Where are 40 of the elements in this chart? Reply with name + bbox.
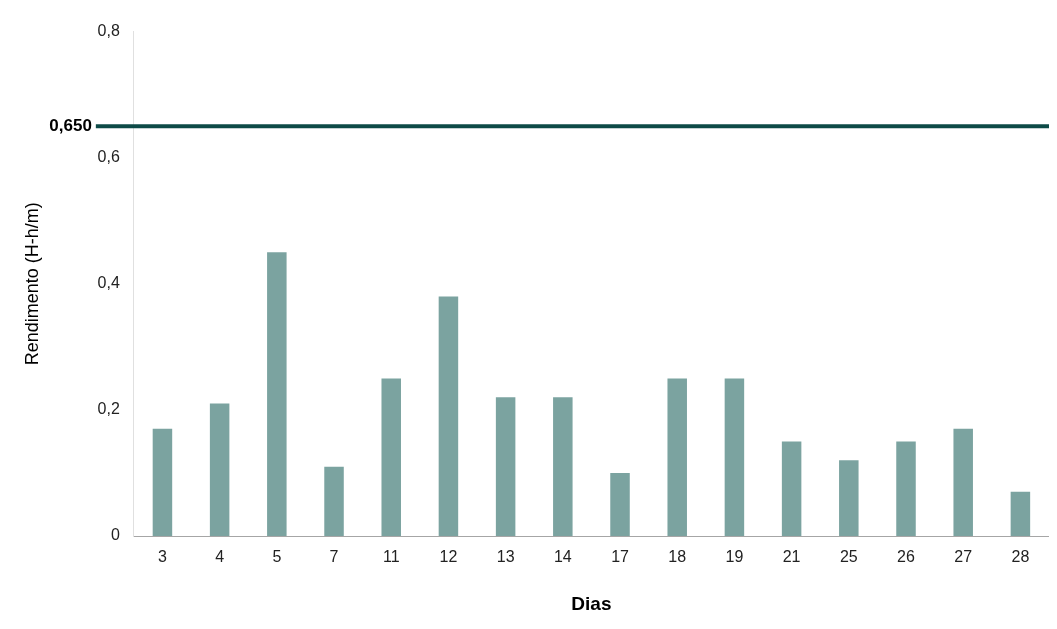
x-tick-label: 28 xyxy=(1011,548,1030,566)
bar xyxy=(1010,491,1031,536)
y-tick-label: 0,8 xyxy=(97,22,120,40)
x-tick-label: 3 xyxy=(157,548,167,566)
bar xyxy=(209,403,230,536)
bar xyxy=(953,428,973,536)
y-tick-label: 0,4 xyxy=(97,274,120,292)
bar xyxy=(610,472,630,536)
bar xyxy=(495,397,516,536)
bar xyxy=(553,397,573,536)
x-tick-label: 25 xyxy=(839,548,858,566)
bar xyxy=(839,460,859,536)
bar xyxy=(324,466,344,536)
x-tick-label: 18 xyxy=(668,548,687,566)
y-axis-title: Rendimento (H-h/m) xyxy=(21,202,42,366)
bar xyxy=(438,296,459,536)
bar xyxy=(667,378,687,536)
x-axis-title: Dias xyxy=(571,592,612,614)
bar xyxy=(781,441,802,536)
y-tick-label: 0,6 xyxy=(97,148,120,166)
x-tick-label: 7 xyxy=(329,548,339,566)
bar xyxy=(152,428,173,536)
x-tick-label: 17 xyxy=(611,548,630,566)
bar xyxy=(896,441,916,536)
x-tick-label: 13 xyxy=(496,548,515,566)
x-tick-label: 21 xyxy=(782,548,801,566)
x-tick-label: 14 xyxy=(553,548,572,566)
x-tick-label: 12 xyxy=(439,548,458,566)
bar xyxy=(381,378,401,536)
bar xyxy=(724,378,745,536)
x-tick-label: 26 xyxy=(897,548,916,566)
bar xyxy=(267,252,287,536)
x-tick-label: 27 xyxy=(954,548,973,566)
x-tick-label: 5 xyxy=(272,548,282,566)
x-tick-label: 4 xyxy=(215,548,225,566)
ref-line-label: 0,650 xyxy=(49,115,92,135)
x-tick-label: 19 xyxy=(725,548,744,566)
x-tick-label: 11 xyxy=(382,548,400,566)
y-tick-label: 0,2 xyxy=(97,400,120,418)
y-tick-label: 0 xyxy=(110,526,120,544)
